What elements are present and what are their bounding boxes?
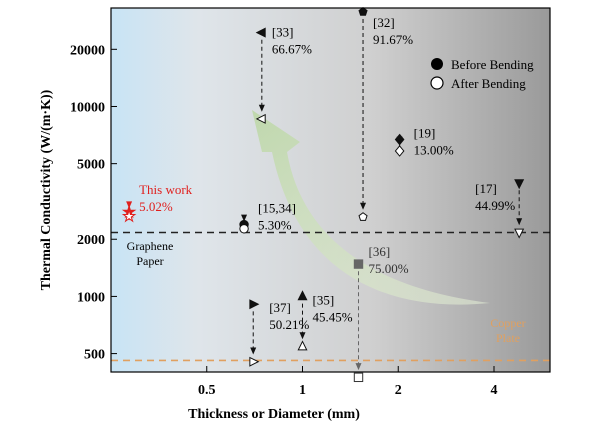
bend-arrowhead — [355, 363, 362, 371]
data-label: 50.21% — [269, 317, 309, 332]
marker-after — [353, 372, 364, 383]
bend-arrowhead — [299, 332, 306, 340]
marker-before — [358, 7, 368, 16]
marker-after — [121, 208, 137, 223]
legend-after-marker — [430, 76, 444, 90]
y-tick-label: 20000 — [70, 43, 105, 58]
data-label: 66.67% — [272, 42, 312, 57]
plot-background — [111, 8, 550, 372]
marker-after — [255, 113, 266, 124]
x-tick-label: 4 — [490, 383, 497, 398]
bend-arrowhead — [360, 202, 367, 210]
trend-arrow — [252, 110, 490, 305]
data-label: [36] — [369, 244, 391, 259]
y-tick-label: 500 — [84, 348, 105, 363]
y-tick-label: 10000 — [70, 100, 105, 115]
reference-line-label: Paper — [136, 254, 163, 268]
x-tick-label: 1 — [299, 383, 306, 398]
y-tick-label: 5000 — [77, 158, 105, 173]
marker-after — [394, 145, 405, 157]
axes: 0.5 1 2 4 500 1000 2000 5000 10000 20000 — [70, 43, 497, 398]
data-label: [37] — [269, 300, 291, 315]
x-tick-label: 2 — [395, 383, 402, 398]
marker-after — [239, 224, 249, 234]
data-label: 5.02% — [139, 199, 173, 214]
y-tick-label: 2000 — [77, 233, 105, 248]
legend-after-label: After Bending — [451, 76, 526, 91]
data-label: 44.99% — [475, 198, 515, 213]
data-label: 45.45% — [312, 309, 352, 324]
legend: Before Bending After Bending — [430, 57, 534, 91]
data-label: [15,34] — [258, 201, 296, 216]
x-tick-label: 0.5 — [198, 383, 216, 398]
x-axis-title: Thickness or Diameter (mm) — [188, 407, 360, 422]
data-label: 75.00% — [369, 261, 409, 276]
bend-arrowhead — [250, 347, 257, 355]
reference-line-label: Plate — [496, 331, 520, 345]
marker-after — [358, 212, 368, 221]
marker-after — [514, 228, 525, 239]
data-marks — [121, 7, 525, 383]
reference-line-label: Copper — [490, 316, 525, 330]
marker-before — [394, 133, 405, 146]
data-label: [35] — [312, 292, 334, 307]
marker-before — [255, 27, 266, 38]
bend-arrowhead — [258, 104, 265, 112]
marker-before — [514, 179, 525, 190]
data-label: 91.67% — [373, 32, 413, 47]
marker-before — [353, 259, 364, 269]
plot-frame — [110, 7, 551, 373]
data-label: This work — [139, 182, 193, 197]
data-label: 5.30% — [258, 218, 292, 233]
data-label: [32] — [373, 15, 395, 30]
reference-line-label: Graphene — [127, 239, 174, 253]
data-labels: This work 5.02% [15,34] 5.30% [33] 66.67% [32]… — [139, 15, 515, 332]
data-label: 13.00% — [414, 143, 454, 158]
marker-before — [249, 299, 260, 310]
y-axis-title: Thermal Conductivity (W/(m·K)) — [39, 89, 54, 290]
marker-after — [249, 356, 260, 367]
marker-before — [297, 290, 308, 301]
y-tick-label: 1000 — [77, 290, 105, 305]
bend-arrowhead — [516, 218, 523, 226]
legend-before-label: Before Bending — [451, 57, 534, 72]
data-label: [19] — [414, 126, 436, 141]
legend-before-marker — [431, 58, 443, 70]
bend-arrowhead — [241, 214, 248, 222]
data-label: [33] — [272, 25, 294, 40]
data-label: [17] — [475, 181, 497, 196]
marker-after — [297, 340, 308, 351]
